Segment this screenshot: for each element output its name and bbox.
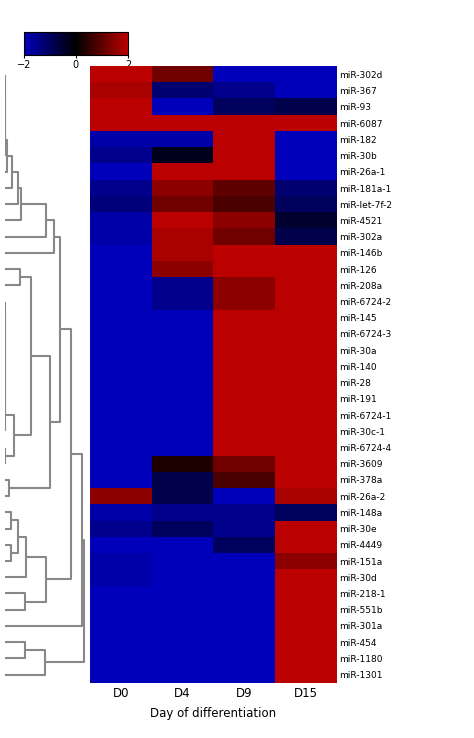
Text: Day of differentiation: Day of differentiation <box>150 706 276 720</box>
